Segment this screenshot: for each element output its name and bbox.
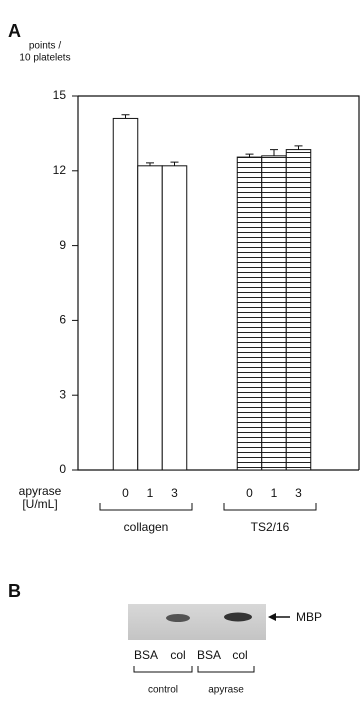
x-axis-label: apyrase (19, 484, 62, 498)
error-bar (122, 115, 130, 119)
y-tick-label: 15 (53, 88, 67, 102)
y-tick-label: 12 (53, 163, 67, 177)
x-axis-label: [U/mL] (22, 497, 57, 511)
arrow-head (268, 613, 276, 621)
error-bar (295, 146, 303, 150)
y-axis-label: 10 platelets (19, 53, 70, 64)
marker-label: MBP (296, 610, 322, 624)
lane-label: BSA (134, 648, 158, 662)
group-label: apyrase (208, 685, 244, 696)
bar (162, 166, 187, 470)
group-label: collagen (124, 520, 169, 534)
lane-label: BSA (197, 648, 221, 662)
group-bracket (224, 503, 316, 510)
panel-label: B (8, 581, 21, 601)
x-tick-label: 1 (271, 486, 278, 500)
x-tick-label: 0 (246, 486, 253, 500)
blot-band (166, 614, 190, 622)
x-tick-label: 3 (171, 486, 178, 500)
bar (113, 118, 138, 470)
bar (286, 150, 311, 470)
y-tick-label: 6 (59, 313, 66, 327)
error-bar (171, 162, 179, 166)
y-tick-label: 0 (59, 462, 66, 476)
bracket (198, 666, 254, 672)
blot-band (224, 613, 252, 622)
bar (262, 156, 287, 470)
y-tick-label: 3 (59, 387, 66, 401)
lane-label: col (170, 648, 185, 662)
x-tick-label: 0 (122, 486, 129, 500)
bar (237, 157, 262, 470)
group-label: control (148, 685, 178, 696)
y-axis-label: points / (29, 41, 61, 52)
figure: A points / 10 platelets apyrase [U/mL] B… (0, 0, 360, 728)
error-bar (270, 150, 278, 156)
blot-image (128, 604, 266, 640)
group-label: TS2/16 (251, 520, 290, 534)
y-tick-label: 9 (59, 238, 66, 252)
group-bracket (100, 503, 192, 510)
x-tick-label: 3 (295, 486, 302, 500)
bar (138, 166, 163, 470)
x-tick-label: 1 (147, 486, 154, 500)
lane-label: col (232, 648, 247, 662)
panel-label: A (8, 21, 21, 41)
bracket (134, 666, 192, 672)
